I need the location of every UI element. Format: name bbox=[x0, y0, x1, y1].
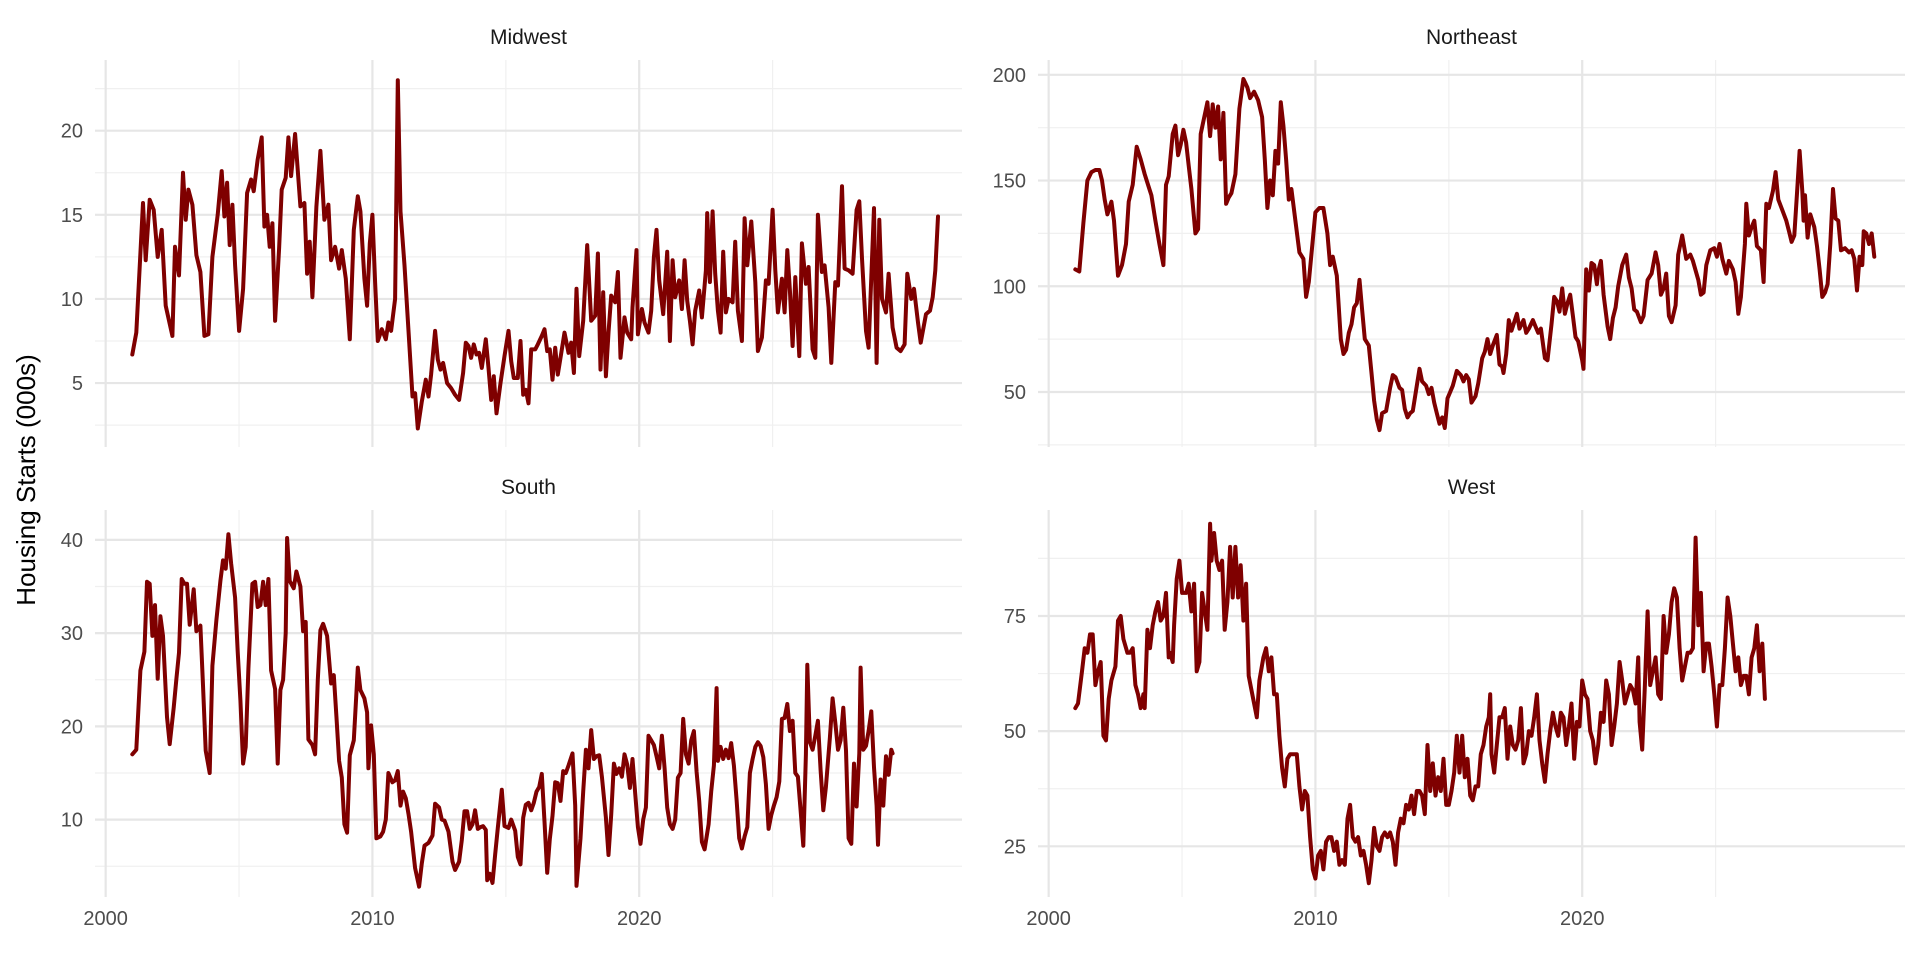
y-tick-label: 10 bbox=[61, 810, 83, 832]
facet-panel: Midwest 5 10 15 20 bbox=[61, 26, 962, 447]
x-tick-label: 2010 bbox=[1293, 908, 1338, 930]
y-tick-label: 10 bbox=[61, 289, 83, 311]
x-tick-label: 2020 bbox=[617, 908, 662, 930]
y-tick-label: 50 bbox=[1004, 382, 1026, 404]
facet-panels: Midwest 5 10 15 20 Northeast 50 100 150 200 South 1… bbox=[61, 26, 1905, 930]
y-tick-label: 100 bbox=[993, 276, 1026, 298]
y-tick-label: 200 bbox=[993, 65, 1026, 87]
y-tick-label: 75 bbox=[1004, 606, 1026, 628]
y-tick-label: 50 bbox=[1004, 721, 1026, 743]
facet-title: South bbox=[501, 476, 556, 499]
series-line bbox=[1073, 521, 1767, 886]
facet-title: West bbox=[1448, 476, 1496, 499]
y-tick-label: 30 bbox=[61, 623, 83, 645]
series-line bbox=[130, 532, 895, 889]
x-tick-label: 2000 bbox=[1026, 908, 1071, 930]
y-tick-label: 40 bbox=[61, 530, 83, 552]
facet-panel: Northeast 50 100 150 200 bbox=[993, 26, 1905, 447]
y-tick-label: 150 bbox=[993, 171, 1026, 193]
facet-title: Midwest bbox=[490, 26, 567, 49]
y-tick-label: 5 bbox=[72, 373, 83, 395]
facet-panel: West 25 50 75 2000 2010 2020 bbox=[1004, 476, 1905, 930]
y-tick-label: 20 bbox=[61, 716, 83, 738]
x-tick-label: 2020 bbox=[1560, 908, 1605, 930]
facet-title: Northeast bbox=[1426, 26, 1517, 49]
y-tick-label: 25 bbox=[1004, 836, 1026, 858]
x-tick-label: 2010 bbox=[350, 908, 395, 930]
x-tick-label: 2000 bbox=[83, 908, 128, 930]
y-axis-label: Housing Starts (000s) bbox=[11, 354, 41, 605]
facet-panel: South 10 20 30 40 2000 2010 2020 bbox=[61, 476, 962, 930]
y-tick-label: 20 bbox=[61, 121, 83, 143]
y-tick-label: 15 bbox=[61, 205, 83, 227]
series-line bbox=[1073, 77, 1877, 433]
series-line bbox=[130, 78, 940, 431]
